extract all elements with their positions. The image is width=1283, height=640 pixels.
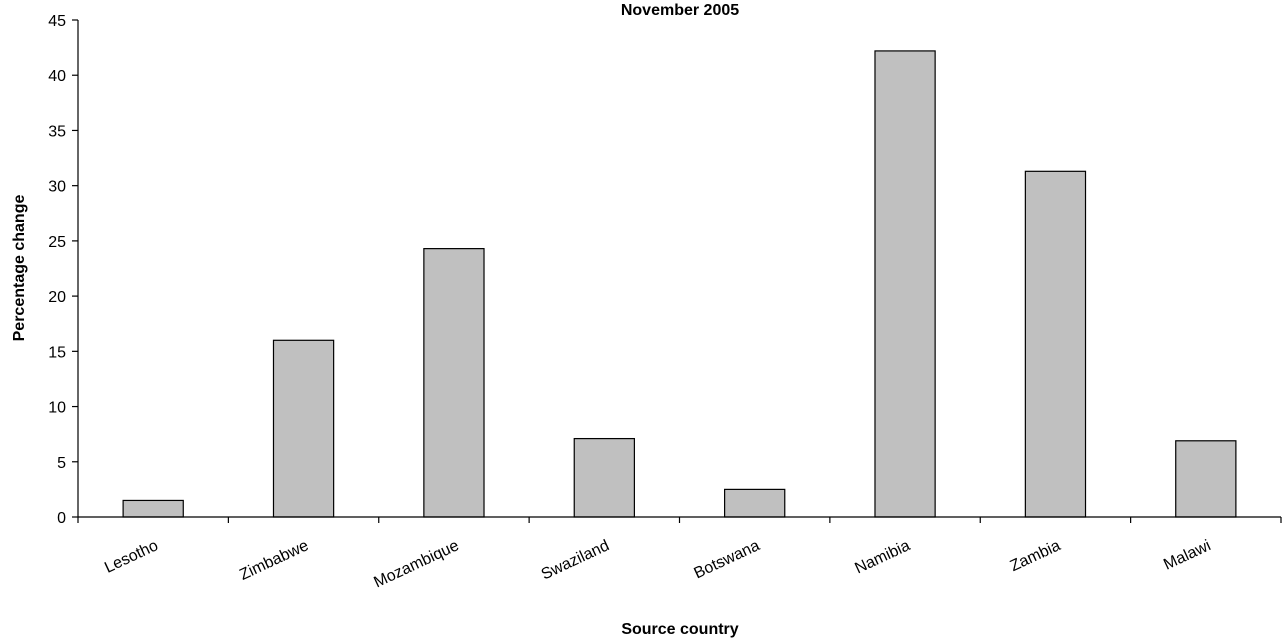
x-axis-label: Source country xyxy=(621,621,738,638)
x-tick-label-swaziland: Swaziland xyxy=(539,537,612,583)
x-axis-ticks xyxy=(77,517,1282,523)
y-tick-label: 30 xyxy=(48,179,66,196)
bars xyxy=(122,50,1237,518)
y-tick-label: 20 xyxy=(48,289,66,306)
bar-namibia xyxy=(874,50,936,518)
y-tick-label: 10 xyxy=(48,400,66,417)
y-tick-label: 15 xyxy=(48,344,66,361)
x-tick-label-zimbabwe: Zimbabwe xyxy=(237,537,311,584)
y-tick-label: 40 xyxy=(48,68,66,85)
bar-malawi xyxy=(1175,440,1237,518)
y-tick-label: 25 xyxy=(48,234,66,251)
bar-zimbabwe xyxy=(272,339,335,518)
y-tick-label: 35 xyxy=(48,123,66,140)
y-tick-label: 45 xyxy=(48,13,66,30)
x-tick-label-lesotho: Lesotho xyxy=(102,537,161,577)
y-tick-label: 5 xyxy=(57,455,66,472)
bar-swaziland xyxy=(573,437,635,518)
x-tick-label-zambia: Zambia xyxy=(1008,537,1064,575)
x-tick-label-malawi: Malawi xyxy=(1161,537,1213,573)
x-tick-label-mozambique: Mozambique xyxy=(371,537,461,591)
chart-title: November 2005 xyxy=(621,2,739,19)
y-axis-ticks: 0 5 10 15 20 25 30 35 40 45 xyxy=(48,13,78,527)
bar-zambia xyxy=(1024,170,1087,518)
bar-mozambique xyxy=(423,248,485,518)
bar-lesotho xyxy=(122,499,184,518)
y-tick-label: 0 xyxy=(57,510,66,527)
category-labels: Lesotho Zimbabwe Mozambique Swaziland Botswa… xyxy=(102,537,1213,591)
y-axis-label: Percentage change xyxy=(11,195,28,342)
x-tick-label-botswana: Botswana xyxy=(692,537,763,582)
bar-botswana xyxy=(724,488,786,518)
x-tick-label-namibia: Namibia xyxy=(852,537,912,577)
